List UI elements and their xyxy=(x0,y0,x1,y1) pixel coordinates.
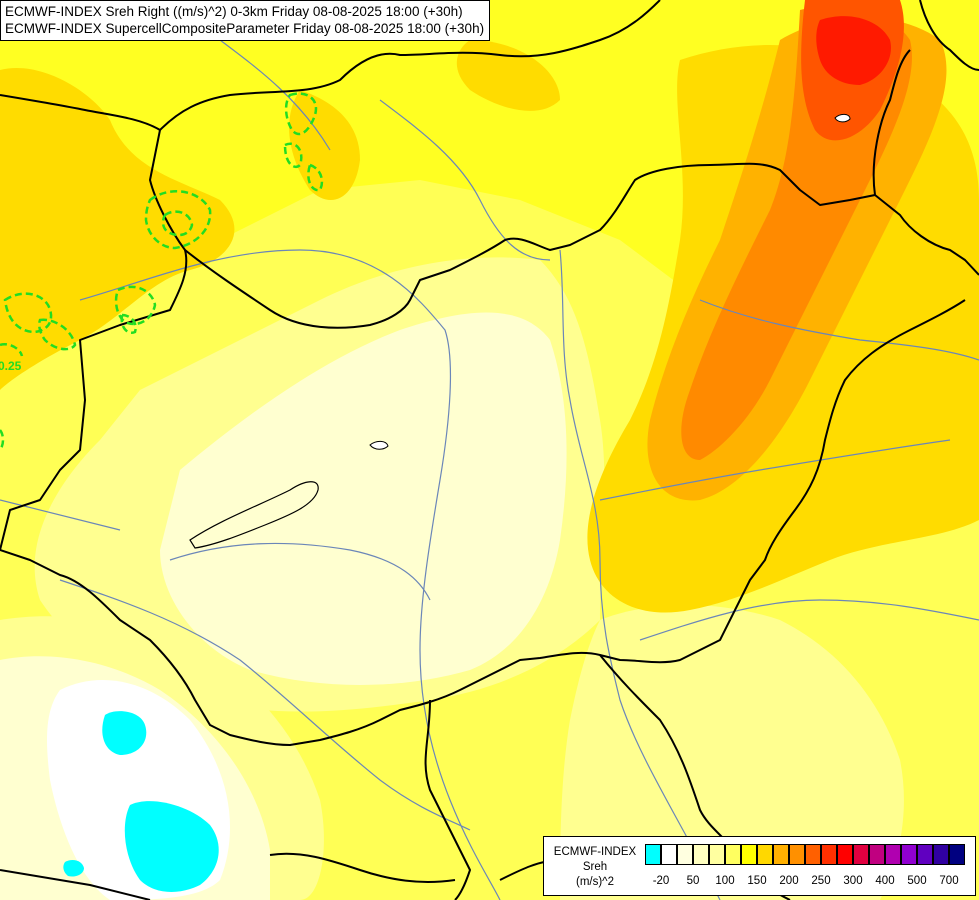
legend-swatch xyxy=(885,844,901,865)
legend-tick-label: 500 xyxy=(907,875,927,887)
legend-label: ECMWF-INDEX Sreh (m/s)^2 xyxy=(548,845,642,890)
legend-swatch xyxy=(741,844,757,865)
legend-swatch xyxy=(693,844,709,865)
legend-swatch xyxy=(789,844,805,865)
legend-tick-label: -20 xyxy=(652,875,670,887)
field-light-southeast xyxy=(560,605,904,900)
field-red-east xyxy=(816,16,891,86)
lake-balaton xyxy=(189,481,319,549)
legend-swatch xyxy=(837,844,853,865)
legend-swatch xyxy=(853,844,869,865)
field-gold-nw xyxy=(0,68,235,390)
legend-swatch xyxy=(901,844,917,865)
legend-tick-label: 200 xyxy=(779,875,799,887)
legend-color-bar xyxy=(645,844,965,865)
colorbar-legend: ECMWF-INDEX Sreh (m/s)^2 -20 50 100 150 200 2… xyxy=(543,836,976,896)
legend-swatch xyxy=(933,844,949,865)
legend-tick-label: 100 xyxy=(715,875,735,887)
legend-swatch xyxy=(917,844,933,865)
legend-swatch xyxy=(709,844,725,865)
rivers xyxy=(0,39,979,900)
legend-swatch xyxy=(805,844,821,865)
lake-small-1 xyxy=(369,440,389,450)
legend-swatch xyxy=(949,844,965,865)
legend-swatch xyxy=(773,844,789,865)
legend-tick-label: 400 xyxy=(875,875,895,887)
map-title-box: ECMWF-INDEX Sreh Right ((m/s)^2) 0-3km F… xyxy=(0,0,491,41)
field-very-light-centre xyxy=(160,312,567,685)
legend-label-model: ECMWF-INDEX xyxy=(553,846,637,858)
legend-tick-label: 50 xyxy=(686,875,700,887)
legend-tick-label: 700 xyxy=(939,875,959,887)
legend-swatch xyxy=(821,844,837,865)
legend-swatch xyxy=(677,844,693,865)
lake-small-2 xyxy=(834,113,851,123)
title-line-scp: ECMWF-INDEX SupercellCompositeParameter … xyxy=(5,21,485,36)
legend-swatch xyxy=(869,844,885,865)
legend-tick-label: 300 xyxy=(843,875,863,887)
contour-label: 0.25 xyxy=(0,359,22,373)
legend-swatch xyxy=(725,844,741,865)
legend-tick-label: 250 xyxy=(811,875,831,887)
title-line-sreh: ECMWF-INDEX Sreh Right ((m/s)^2) 0-3km F… xyxy=(5,4,463,19)
field-cyan-2 xyxy=(124,801,219,892)
legend-ticks: -20 50 100 150 200 250 300 400 500 700 xyxy=(645,875,975,889)
legend-swatch xyxy=(645,844,661,865)
legend-label-unit: (m/s)^2 xyxy=(576,876,614,888)
field-cyan-1 xyxy=(102,711,147,755)
field-gold-north xyxy=(456,40,560,111)
legend-swatch xyxy=(661,844,677,865)
legend-tick-label: 150 xyxy=(747,875,767,887)
legend-swatch xyxy=(757,844,773,865)
field-cyan-3 xyxy=(63,860,84,877)
legend-label-param: Sreh xyxy=(582,861,608,873)
scp-contours xyxy=(0,92,324,451)
